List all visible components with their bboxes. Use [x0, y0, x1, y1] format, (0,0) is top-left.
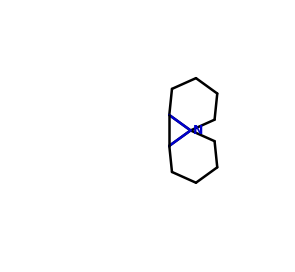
Text: N: N — [193, 124, 204, 137]
